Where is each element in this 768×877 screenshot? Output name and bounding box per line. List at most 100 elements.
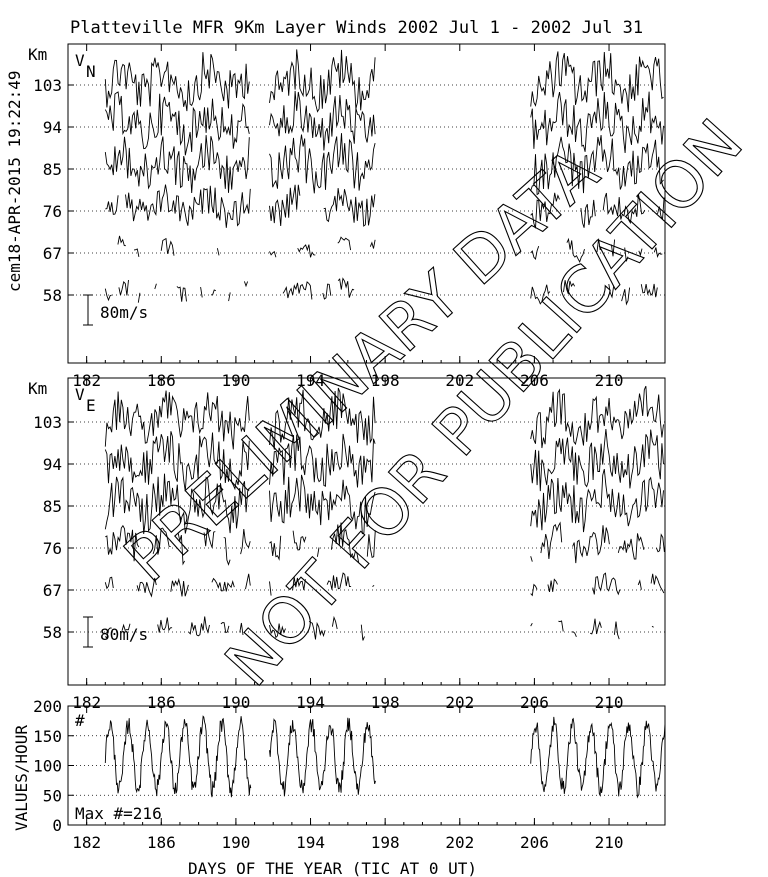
wind-trace bbox=[104, 91, 250, 156]
wind-trace bbox=[637, 579, 642, 590]
wind-trace bbox=[269, 90, 376, 151]
y-tick-label: 150 bbox=[33, 727, 62, 746]
wind-trace bbox=[530, 468, 664, 533]
wind-trace bbox=[316, 547, 320, 557]
wind-trace bbox=[203, 527, 216, 548]
wind-trace bbox=[104, 52, 250, 112]
wind-trace bbox=[134, 248, 140, 257]
ve-panel: 182 186 190 194 198 202 206 210 Km VE 103 94 85 76 67 5… bbox=[28, 377, 666, 712]
x-tick-label: 186 bbox=[147, 693, 176, 712]
wind-trace bbox=[105, 524, 140, 562]
y-axis-label: VALUES/HOUR bbox=[12, 725, 31, 831]
wind-trace bbox=[170, 577, 189, 597]
wind-trace bbox=[653, 247, 663, 258]
y-tick-label: 58 bbox=[43, 623, 62, 642]
y-tick-label: 76 bbox=[43, 539, 62, 558]
wind-trace bbox=[530, 428, 664, 492]
y-tick-label: 50 bbox=[43, 786, 62, 805]
series-label: # bbox=[75, 711, 85, 730]
x-tick-label: 202 bbox=[445, 833, 474, 852]
count-trace bbox=[269, 717, 376, 797]
y-tick-label: 58 bbox=[43, 286, 62, 305]
wind-trace bbox=[154, 283, 157, 290]
count-panel: 182 186 190 194 198 202 206 210 VALUES/HOUR 0 50 10… bbox=[12, 697, 666, 852]
wind-trace bbox=[269, 250, 277, 258]
count-trace bbox=[530, 716, 666, 799]
wind-trace bbox=[269, 581, 272, 596]
x-tick-label: 194 bbox=[296, 833, 325, 852]
wind-trace bbox=[330, 522, 360, 563]
wind-trace bbox=[136, 577, 157, 598]
wind-trace bbox=[651, 625, 654, 628]
wind-trace bbox=[323, 188, 376, 227]
wind-trace bbox=[530, 284, 551, 305]
wind-trace bbox=[177, 533, 185, 566]
wind-trace bbox=[337, 277, 355, 298]
wind-trace bbox=[176, 286, 187, 302]
wind-trace bbox=[530, 622, 533, 627]
y-tick-label: 85 bbox=[43, 160, 62, 179]
x-axis-label: DAYS OF THE YEAR (TIC AT 0 UT) bbox=[188, 859, 477, 877]
wind-trace bbox=[655, 197, 665, 220]
wind-trace bbox=[269, 535, 282, 561]
y-tick-label: 100 bbox=[33, 757, 62, 776]
x-tick-label: 210 bbox=[595, 693, 624, 712]
wind-trace bbox=[530, 245, 540, 260]
wind-trace bbox=[530, 91, 664, 154]
wind-trace bbox=[118, 279, 129, 296]
series-subscript: E bbox=[86, 396, 96, 415]
wind-trace bbox=[292, 577, 306, 591]
wind-trace bbox=[638, 248, 643, 257]
wind-trace bbox=[563, 280, 576, 295]
wind-trace bbox=[366, 530, 376, 559]
y-tick-label: 76 bbox=[43, 202, 62, 221]
wind-trace bbox=[331, 615, 338, 630]
wind-trace bbox=[326, 572, 352, 590]
series-subscript: N bbox=[86, 62, 96, 81]
wind-trace bbox=[243, 281, 249, 288]
wind-trace bbox=[572, 525, 610, 564]
wind-trace bbox=[245, 573, 251, 590]
wind-trace bbox=[104, 288, 112, 302]
wind-trace bbox=[590, 618, 602, 635]
wind-trace bbox=[105, 195, 119, 215]
wind-trace bbox=[104, 135, 250, 194]
x-tick-label: 206 bbox=[520, 833, 549, 852]
wind-trace bbox=[621, 287, 631, 306]
series-label: V bbox=[75, 51, 85, 70]
wind-trace bbox=[137, 292, 141, 303]
y-axis-label: Km bbox=[28, 379, 47, 398]
x-tick-label: 182 bbox=[72, 833, 101, 852]
x-tick-label: 210 bbox=[595, 833, 624, 852]
wind-trace bbox=[104, 627, 112, 639]
wind-trace bbox=[211, 577, 235, 592]
wind-trace bbox=[624, 247, 629, 262]
x-tick-label: 186 bbox=[147, 833, 176, 852]
wind-trace bbox=[228, 292, 231, 302]
max-annotation: Max #=216 bbox=[75, 804, 162, 823]
wind-trace bbox=[269, 133, 376, 194]
series-label: V bbox=[75, 385, 85, 404]
wind-trace bbox=[297, 244, 316, 258]
wind-trace bbox=[369, 239, 376, 249]
x-tick-label: 198 bbox=[371, 833, 400, 852]
wind-trace bbox=[104, 390, 250, 450]
wind-trace bbox=[580, 199, 596, 228]
wind-trace bbox=[617, 533, 645, 560]
wind-trace bbox=[210, 289, 216, 296]
wind-trace bbox=[602, 192, 646, 225]
y-tick-label: 103 bbox=[33, 413, 62, 432]
count-trace bbox=[104, 715, 252, 798]
y-axis-label: Km bbox=[28, 45, 47, 64]
wind-trace bbox=[372, 584, 375, 587]
x-tick-label: 190 bbox=[221, 693, 250, 712]
y-tick-label: 85 bbox=[43, 497, 62, 516]
wind-trace bbox=[596, 238, 601, 253]
wind-trace bbox=[121, 623, 131, 631]
wind-trace bbox=[117, 235, 126, 247]
wind-trace bbox=[566, 237, 585, 264]
wind-trace bbox=[530, 583, 538, 597]
wind-trace bbox=[608, 284, 615, 299]
x-tick-label: 198 bbox=[371, 693, 400, 712]
